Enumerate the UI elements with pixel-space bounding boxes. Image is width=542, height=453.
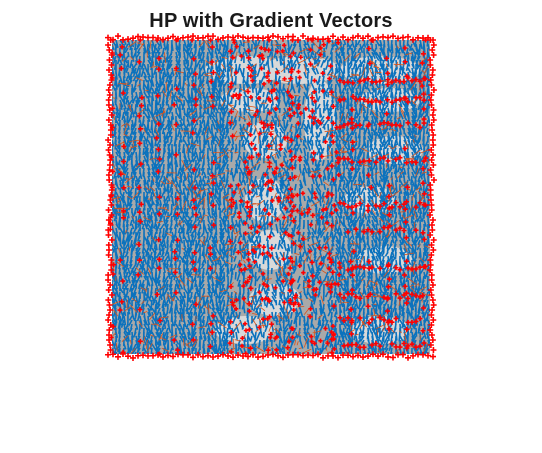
figure-title: HP with Gradient Vectors bbox=[149, 10, 393, 32]
red-feature-points bbox=[105, 33, 437, 361]
red-marker-crosses bbox=[105, 33, 437, 361]
light-patch bbox=[248, 230, 292, 270]
